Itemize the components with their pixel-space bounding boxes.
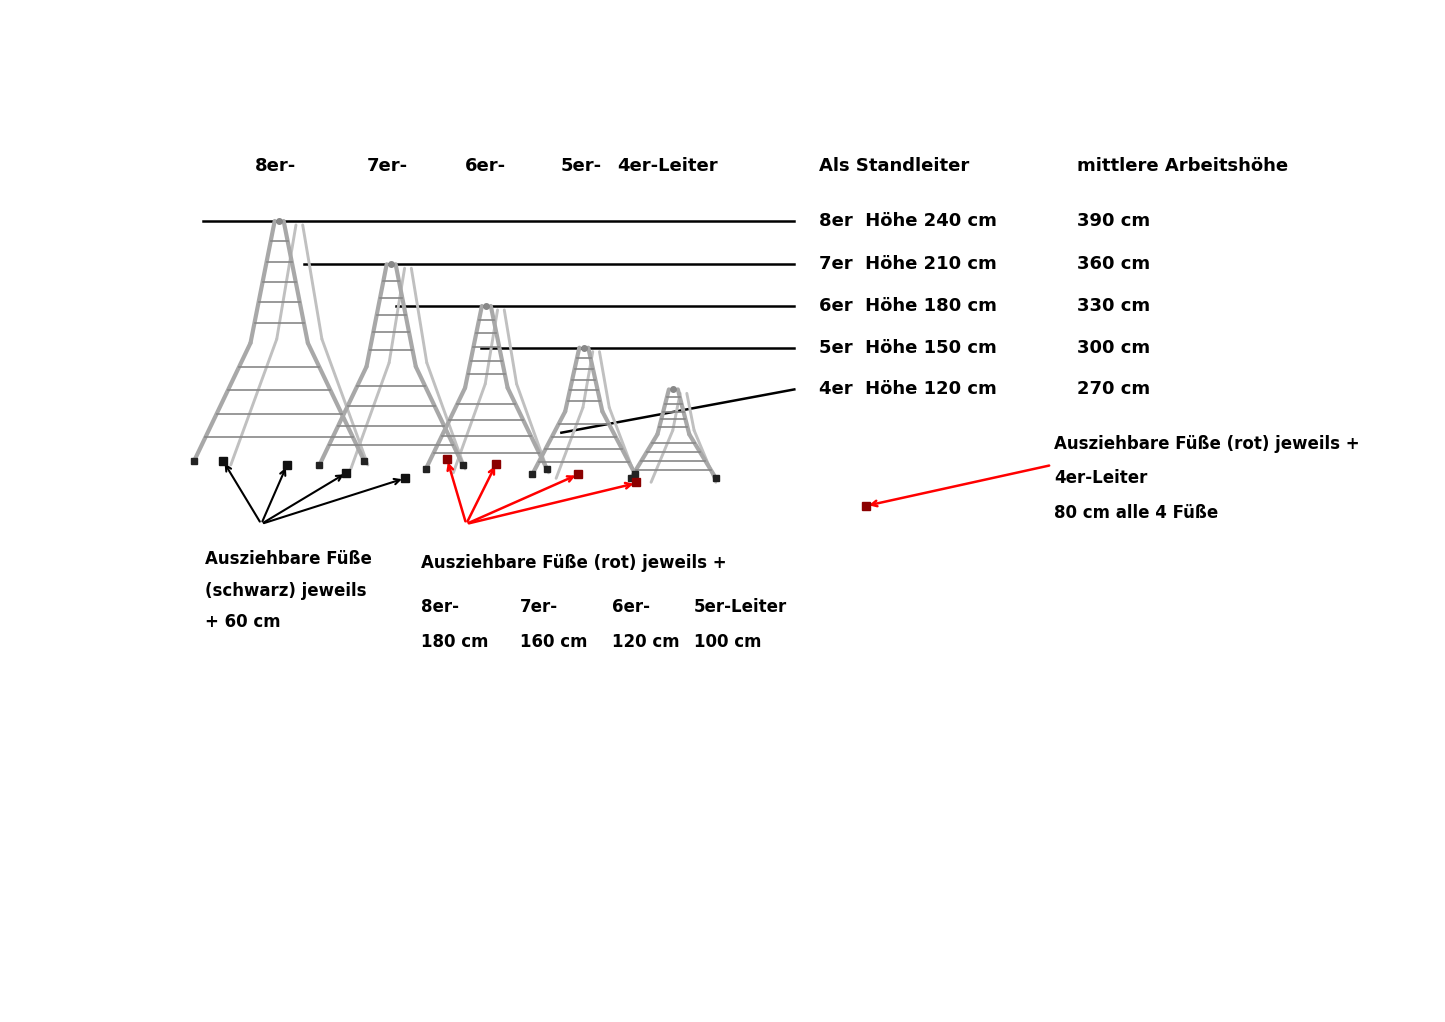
Text: 6er-: 6er-: [465, 157, 506, 175]
Text: mittlere Arbeitshöhe: mittlere Arbeitshöhe: [1077, 157, 1287, 175]
Text: 7er-: 7er-: [520, 598, 558, 615]
Text: Ausziehbare Füße: Ausziehbare Füße: [205, 551, 373, 568]
Text: 8er-: 8er-: [256, 157, 296, 175]
Text: Ausziehbare Füße (rot) jeweils +: Ausziehbare Füße (rot) jeweils +: [422, 554, 727, 572]
Text: Als Standleiter: Als Standleiter: [819, 157, 970, 175]
Text: 5er-: 5er-: [561, 157, 603, 175]
Text: 180 cm: 180 cm: [422, 633, 488, 651]
Text: 120 cm: 120 cm: [611, 633, 679, 651]
Text: 270 cm: 270 cm: [1077, 380, 1150, 399]
Text: 8er-: 8er-: [422, 598, 460, 615]
Text: 390 cm: 390 cm: [1077, 212, 1150, 230]
Text: 5er-Leiter: 5er-Leiter: [694, 598, 786, 615]
Text: 330 cm: 330 cm: [1077, 297, 1150, 315]
Text: 7er-: 7er-: [367, 157, 409, 175]
Text: 100 cm: 100 cm: [694, 633, 762, 651]
Text: 6er-: 6er-: [611, 598, 650, 615]
Text: (schwarz) jeweils: (schwarz) jeweils: [205, 582, 367, 600]
Text: 6er  Höhe 180 cm: 6er Höhe 180 cm: [819, 297, 997, 315]
Text: 360 cm: 360 cm: [1077, 256, 1150, 273]
Text: 5er  Höhe 150 cm: 5er Höhe 150 cm: [819, 338, 997, 357]
Text: 4er-Leiter: 4er-Leiter: [1055, 469, 1147, 487]
Text: 4er-Leiter: 4er-Leiter: [617, 157, 718, 175]
Text: 8er  Höhe 240 cm: 8er Höhe 240 cm: [819, 212, 997, 230]
Text: 300 cm: 300 cm: [1077, 338, 1150, 357]
Text: 4er  Höhe 120 cm: 4er Höhe 120 cm: [819, 380, 997, 399]
Text: + 60 cm: + 60 cm: [205, 613, 280, 632]
Text: 160 cm: 160 cm: [520, 633, 588, 651]
Text: 80 cm alle 4 Füße: 80 cm alle 4 Füße: [1055, 504, 1218, 522]
Text: 7er  Höhe 210 cm: 7er Höhe 210 cm: [819, 256, 997, 273]
Text: Ausziehbare Füße (rot) jeweils +: Ausziehbare Füße (rot) jeweils +: [1055, 434, 1360, 453]
